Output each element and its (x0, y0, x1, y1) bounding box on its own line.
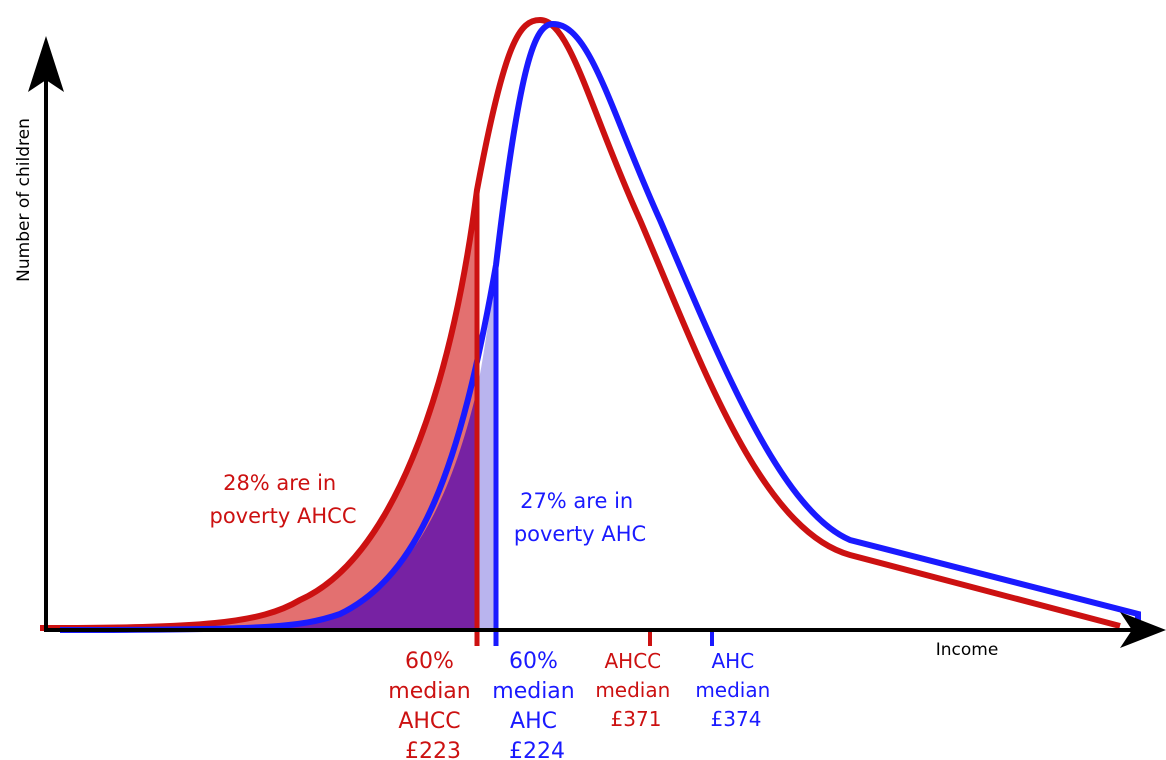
ahcc-threshold-value: £223 (405, 739, 461, 760)
ahc-median-value: £374 (711, 707, 762, 731)
ahcc-threshold-line-1: 60% (405, 649, 454, 674)
ahc-median-line-2: median (695, 678, 770, 702)
ahcc-median-line-2: median (595, 678, 670, 702)
ahc-poverty-line-2: poverty AHC (514, 522, 646, 546)
ahc-median-line-1: AHC (711, 649, 754, 673)
ahc-poverty-line-1: 27% are in (520, 489, 633, 513)
ahcc-median-label: AHCC median £371 (595, 649, 676, 731)
ahcc-distribution-curve (39, 16, 1121, 631)
ahcc-threshold-line-3: AHCC (398, 709, 460, 734)
ahcc-poverty-line-2: poverty AHCC (210, 504, 357, 528)
ahc-distribution-curve (59, 20, 1141, 633)
overlap-poverty-area (40, 390, 477, 628)
ahcc-median-value: £371 (611, 707, 662, 731)
ahcc-threshold-line-2: median (388, 679, 470, 704)
ahc-threshold-line-2: median (492, 679, 574, 704)
ahc-threshold-value: £224 (509, 739, 565, 760)
ahcc-poverty-annotation: 28% are in poverty AHCC (210, 471, 357, 528)
ahc-threshold-line-1: 60% (509, 649, 558, 674)
ahc-threshold-label: 60% median AHC £224 (492, 649, 581, 760)
ahc-poverty-area (477, 265, 496, 628)
ahcc-poverty-line-1: 28% are in (223, 471, 336, 495)
ahc-poverty-annotation: 27% are in poverty AHC (514, 489, 646, 546)
ahc-threshold-line-3: AHC (510, 709, 557, 734)
y-axis-arrow-icon (28, 36, 64, 92)
y-axis-label: Number of children (14, 118, 34, 282)
ahcc-median-line-1: AHCC (604, 649, 661, 673)
x-axis-label: Income (936, 640, 999, 660)
ahcc-threshold-label: 60% median AHCC £223 (388, 649, 477, 760)
x-axis-arrow-icon (1120, 612, 1166, 648)
ahc-median-label: AHC median £374 (695, 649, 776, 731)
